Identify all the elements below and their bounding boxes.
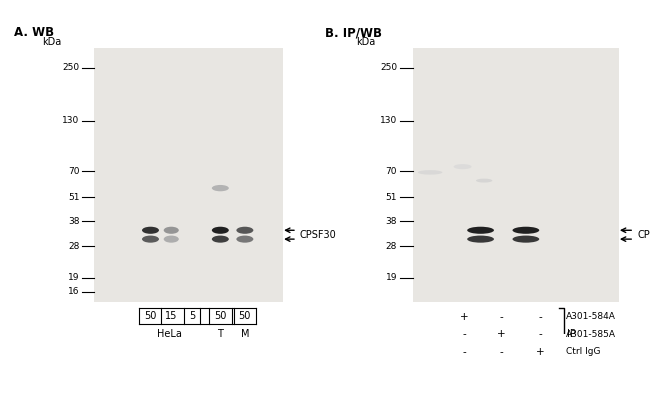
Text: -: - <box>538 329 542 339</box>
Text: 130: 130 <box>380 116 397 126</box>
Text: T: T <box>217 329 223 339</box>
Text: 51: 51 <box>68 193 79 201</box>
Bar <box>94 48 283 302</box>
Ellipse shape <box>212 185 229 191</box>
Text: 15: 15 <box>165 311 177 321</box>
Ellipse shape <box>467 236 494 243</box>
Text: 19: 19 <box>68 273 79 282</box>
Ellipse shape <box>212 227 229 234</box>
Text: HeLa: HeLa <box>157 329 182 339</box>
Text: 70: 70 <box>68 167 79 176</box>
Ellipse shape <box>164 236 179 243</box>
Text: -: - <box>499 347 503 357</box>
Text: 5: 5 <box>189 311 195 321</box>
Ellipse shape <box>512 236 540 243</box>
Text: 38: 38 <box>385 217 397 226</box>
Text: Ctrl IgG: Ctrl IgG <box>566 347 600 356</box>
Ellipse shape <box>237 236 254 243</box>
Text: 50: 50 <box>239 311 251 321</box>
Text: CPSF30: CPSF30 <box>300 230 337 240</box>
Ellipse shape <box>142 227 159 234</box>
Text: 51: 51 <box>385 193 397 201</box>
Text: 16: 16 <box>68 287 79 296</box>
Text: kDa: kDa <box>42 37 62 47</box>
Text: -: - <box>462 329 466 339</box>
Text: 130: 130 <box>62 116 79 126</box>
Text: -: - <box>538 312 542 322</box>
Text: 28: 28 <box>68 241 79 251</box>
Text: 50: 50 <box>144 311 157 321</box>
Text: +: + <box>536 347 545 357</box>
Ellipse shape <box>418 170 443 175</box>
Text: A301-585A: A301-585A <box>566 330 616 339</box>
Text: kDa: kDa <box>356 37 376 47</box>
Text: A301-584A: A301-584A <box>566 312 616 322</box>
Text: 28: 28 <box>385 241 397 251</box>
Ellipse shape <box>237 227 254 234</box>
Text: B. IP/WB: B. IP/WB <box>325 26 382 39</box>
Text: 38: 38 <box>68 217 79 226</box>
Text: CPSF30: CPSF30 <box>637 230 650 240</box>
Ellipse shape <box>476 178 492 183</box>
Ellipse shape <box>467 227 494 234</box>
Ellipse shape <box>212 236 229 243</box>
Ellipse shape <box>454 164 471 169</box>
Ellipse shape <box>164 227 179 234</box>
Text: +: + <box>497 329 506 339</box>
Text: -: - <box>462 347 466 357</box>
Text: 250: 250 <box>62 63 79 72</box>
Text: 19: 19 <box>385 273 397 282</box>
Text: +: + <box>460 312 469 322</box>
Text: 250: 250 <box>380 63 397 72</box>
Ellipse shape <box>142 236 159 243</box>
Bar <box>413 48 619 302</box>
Text: -: - <box>499 312 503 322</box>
Text: M: M <box>240 329 249 339</box>
Ellipse shape <box>512 227 540 234</box>
Text: IP: IP <box>567 329 576 339</box>
Text: A. WB: A. WB <box>14 26 54 39</box>
Text: 50: 50 <box>214 311 226 321</box>
Text: 70: 70 <box>385 167 397 176</box>
